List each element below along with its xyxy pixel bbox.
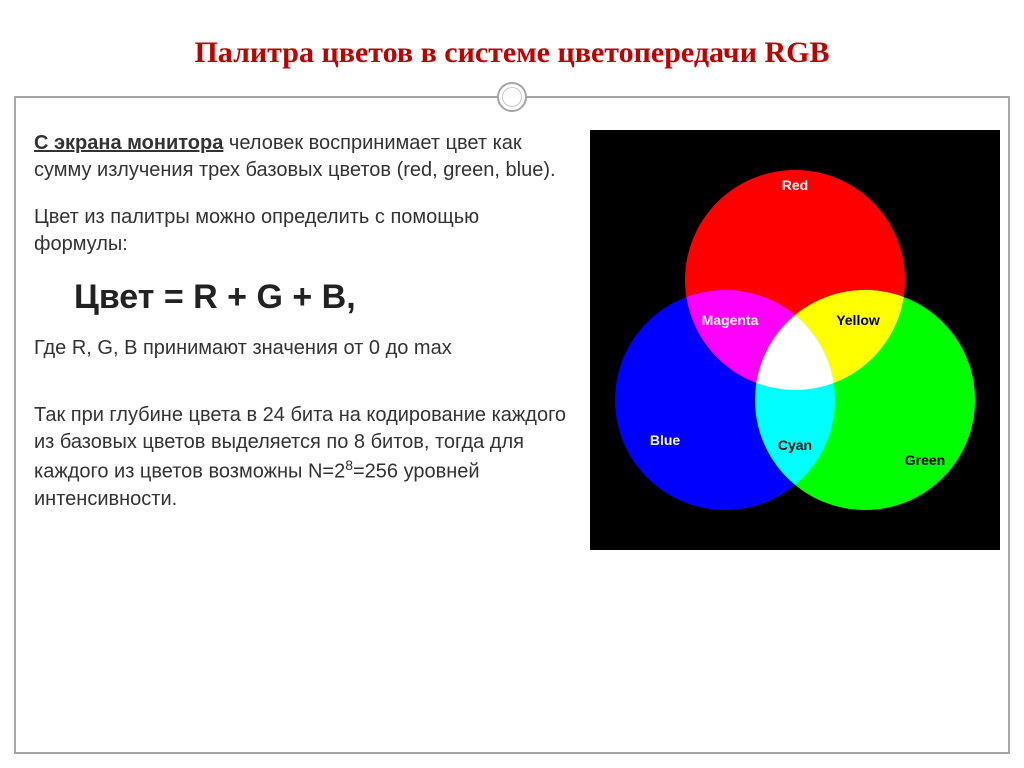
venn-label-red: Red [782,177,808,193]
venn-label-cyan: Cyan [778,437,812,453]
p1-bold: С экрана монитора [34,132,223,154]
venn-label-green: Green [905,452,945,468]
venn-svg: Red Blue Green Magenta Yellow Cyan [590,130,1000,550]
venn-label-yellow: Yellow [836,312,880,328]
venn-label-blue: Blue [650,432,681,448]
p4-sup: 8 [345,457,353,473]
text-content: С экрана монитора человек воспринимает ц… [34,130,574,533]
venn-label-magenta: Magenta [702,312,759,328]
decor-circle [497,82,527,112]
page-title: Палитра цветов в системе цветопередачи R… [0,36,1024,70]
paragraph-4: Так при глубине цвета в 24 бита на кодир… [34,402,574,513]
venn-diagram: Red Blue Green Magenta Yellow Cyan [590,130,1000,550]
paragraph-2: Цвет из палитры можно определить с помощ… [34,204,574,258]
paragraph-1: С экрана монитора человек воспринимает ц… [34,130,574,184]
paragraph-3: Где R, G, B принимают значения от 0 до m… [34,335,574,362]
formula: Цвет = R + G + B, [74,278,574,317]
p4-a: Так при глубине цвета в 24 бита на кодир… [34,404,566,483]
